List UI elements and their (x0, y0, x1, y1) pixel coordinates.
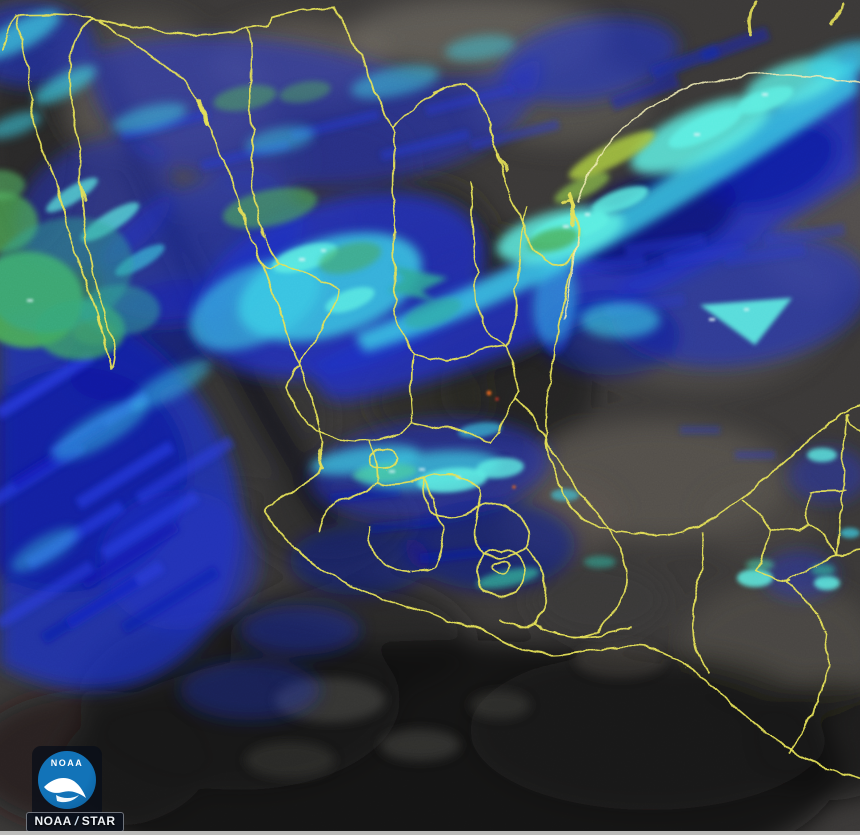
noaa-emblem: NOAA (32, 746, 102, 820)
noaa-emblem-circle: NOAA (38, 751, 96, 809)
noaa-star-caption: NOAA / STAR (26, 812, 124, 832)
noaa-bird-icon (44, 778, 86, 803)
caption-noaa: NOAA (34, 814, 72, 828)
noaa-logo: NOAA NOAA / STAR (26, 746, 136, 832)
caption-separator: / (73, 814, 81, 828)
noaa-emblem-text: NOAA (50, 758, 84, 768)
caption-star: STAR (81, 814, 116, 828)
bottom-edge-bar (0, 831, 860, 835)
